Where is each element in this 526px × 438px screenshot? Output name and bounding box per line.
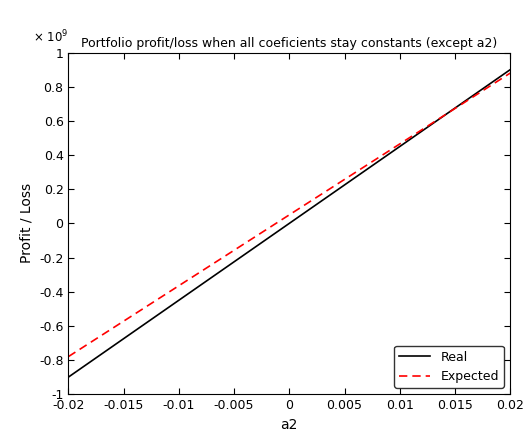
Expected: [278, 218, 284, 223]
Expected: [65, 354, 72, 359]
Real: [328, 191, 335, 197]
Real: [65, 374, 72, 380]
Real: [497, 74, 503, 80]
Expected: [328, 185, 335, 191]
Line: Expected: Expected: [68, 73, 510, 357]
Real: [275, 229, 281, 234]
Title: Portfolio profit/loss when all coeficients stay constants (except a2): Portfolio profit/loss when all coeficien…: [81, 37, 498, 50]
Text: $\times$ 10$^9$: $\times$ 10$^9$: [33, 29, 68, 46]
X-axis label: a2: a2: [280, 417, 298, 431]
Real: [305, 208, 311, 213]
Expected: [507, 71, 513, 76]
Real: [507, 67, 513, 72]
Expected: [305, 201, 311, 206]
Expected: [275, 219, 281, 225]
Expected: [497, 77, 503, 82]
Legend: Real, Expected: Real, Expected: [394, 346, 504, 388]
Real: [427, 123, 433, 128]
Line: Real: Real: [68, 70, 510, 377]
Expected: [427, 122, 433, 127]
Real: [278, 226, 284, 232]
Y-axis label: Profit / Loss: Profit / Loss: [19, 184, 34, 263]
